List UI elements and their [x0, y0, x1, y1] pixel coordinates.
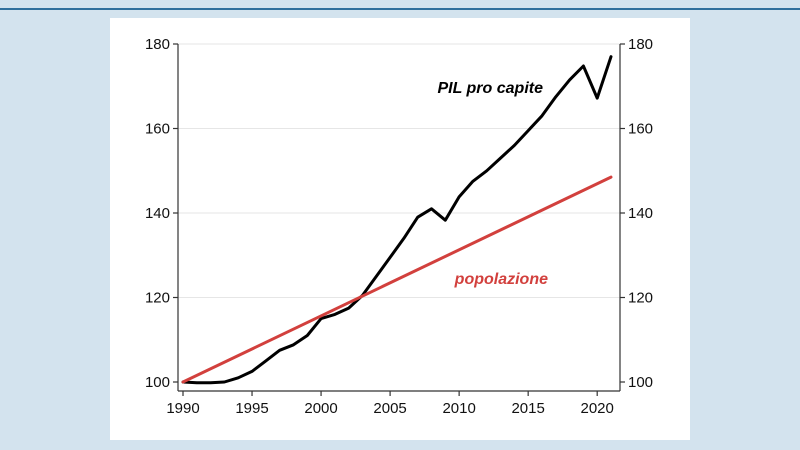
x-tick-label-1990: 1990 [166, 400, 199, 417]
series-label-pil: PIL pro capite [437, 80, 543, 97]
y-tick-label-left-180: 180 [145, 36, 170, 53]
y-tick-label-left-120: 120 [145, 290, 170, 307]
x-tick-label-2005: 2005 [373, 400, 406, 417]
y-tick-label-right-100: 100 [628, 374, 653, 391]
y-tick-label-left-140: 140 [145, 205, 170, 222]
series-line-pil-pro-capite [181, 55, 613, 385]
y-tick-label-left-100: 100 [145, 374, 170, 391]
x-tick-label-2010: 2010 [442, 400, 475, 417]
series-label-popolazione: popolazione [454, 271, 548, 288]
y-tick-label-right-160: 160 [628, 121, 653, 138]
y-tick-label-right-140: 140 [628, 205, 653, 222]
header-rule [0, 8, 800, 10]
x-tick-label-1995: 1995 [235, 400, 268, 417]
x-tick-label-2000: 2000 [304, 400, 337, 417]
y-tick-label-right-180: 180 [628, 36, 653, 53]
y-tick-label-right-120: 120 [628, 290, 653, 307]
axes [173, 43, 625, 396]
series-lines [181, 55, 613, 385]
x-tick-label-2015: 2015 [511, 400, 544, 417]
tick-labels: 100 120 140 160 180 100 120 140 160 180 1990 1995 20… [145, 36, 653, 417]
gridlines [178, 43, 620, 298]
x-tick-label-2020: 2020 [581, 400, 614, 417]
y-tick-label-left-160: 160 [145, 121, 170, 138]
series-line-popolazione [181, 175, 613, 384]
